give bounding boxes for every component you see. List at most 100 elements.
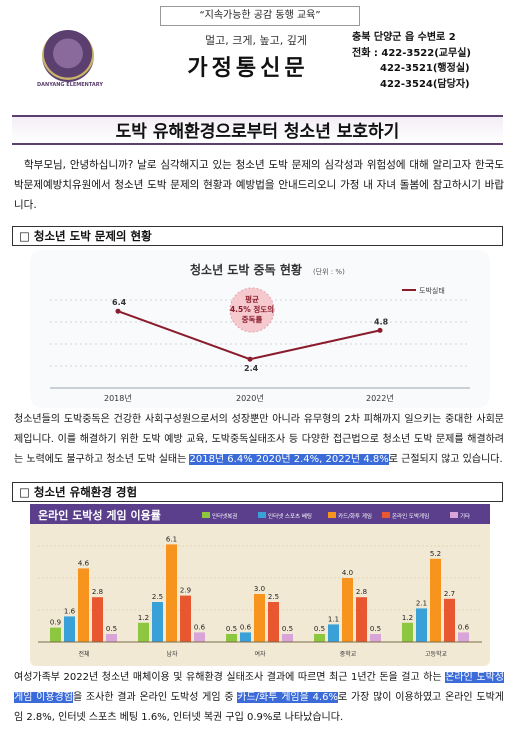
- bar: [78, 568, 89, 642]
- school-logo: [42, 30, 94, 82]
- paragraph-status: 청소년들의 도박중독은 건강한 사회구성원으로서의 성장뿐만 아니라 유무형의 …: [14, 410, 504, 470]
- para1-highlight: 2018년 6.4% 2020년 2.4%, 2022년 4.8%: [189, 454, 389, 465]
- bar-value-label: 2.8: [356, 588, 367, 596]
- legend-label: 온라인 도박게임: [392, 512, 429, 520]
- data-point: [115, 308, 121, 314]
- bar-value-label: 2.1: [416, 599, 427, 607]
- line-chart: 청소년 도박 중독 현황 (단위 : %) 도박실태 6.4 2018년 2.4 2020년…: [50, 262, 470, 403]
- phone-contact: 422-3524(담당자): [380, 78, 470, 90]
- address-line: 충북 단양군 읍 수변로 2: [352, 32, 456, 43]
- legend-label: 카드/화투 게임: [338, 512, 372, 520]
- bar: [92, 597, 103, 642]
- bar-value-label: 1.6: [64, 607, 76, 615]
- bar: [254, 594, 265, 642]
- bar-value-label: 0.6: [240, 623, 252, 631]
- badge-text: 4.5% 정도의: [230, 304, 274, 314]
- x-tick-label: 2022년: [366, 393, 394, 403]
- bar-value-label: 0.5: [314, 625, 325, 633]
- bar-value-label: 0.9: [50, 619, 61, 627]
- bar-value-label: 0.6: [194, 623, 206, 631]
- legend-label: 인터넷복권: [212, 512, 237, 520]
- school-contact: 충북 단양군 읍 수변로 2 전화 : 422-3522(교무실) 422-35…: [352, 30, 512, 92]
- average-badge: [229, 287, 275, 333]
- bar-value-label: 0.5: [370, 625, 381, 633]
- bar-value-label: 1.2: [402, 614, 413, 622]
- bar-value-label: 0.5: [226, 625, 237, 633]
- phone-admin: 422-3521(행정실): [380, 63, 470, 74]
- bar: [226, 634, 237, 642]
- bar: [138, 622, 149, 642]
- bar: [64, 616, 75, 642]
- bar-value-label: 4.0: [342, 569, 353, 577]
- data-label: 6.4: [112, 298, 127, 307]
- bar: [282, 634, 293, 642]
- bar-value-label: 0.5: [282, 625, 293, 633]
- headline: 도박 유해환경으로부터 청소년 보호하기: [12, 115, 503, 145]
- bar: [342, 578, 353, 642]
- bar: [328, 624, 339, 642]
- bar: [106, 634, 117, 642]
- bar-value-label: 2.9: [180, 587, 191, 595]
- bar: [152, 602, 163, 642]
- bar-value-label: 5.2: [430, 550, 441, 558]
- bar-value-label: 2.5: [152, 593, 163, 601]
- para2-text-2: 을 조사한 결과 온라인 도박성 게임 중: [72, 692, 238, 703]
- legend-swatch: [202, 512, 210, 518]
- bar: [50, 627, 61, 642]
- section-1-title: □ 청소년 도박 문제의 현황: [12, 226, 503, 246]
- data-point: [247, 356, 253, 362]
- chart-title: 온라인 도박성 게임 이용률: [38, 508, 161, 522]
- bar: [180, 595, 191, 642]
- para2-text-1: 여성가족부 2022년 청소년 매체이용 및 유해환경 실태조사 결과에 따르면…: [14, 672, 446, 683]
- paragraph-experience: 여성가족부 2022년 청소년 매체이용 및 유해환경 실태조사 결과에 따르면…: [14, 668, 504, 728]
- bar: [166, 544, 177, 642]
- bar-value-label: 3.0: [254, 585, 265, 593]
- legend-label: 도박실태: [419, 286, 445, 295]
- bar-value-label: 4.6: [78, 559, 90, 567]
- x-tick-label: 남자: [166, 650, 178, 658]
- bar-value-label: 6.1: [166, 535, 177, 543]
- bar: [402, 622, 413, 642]
- bar: [430, 558, 441, 642]
- legend-swatch: [382, 512, 390, 518]
- intro-paragraph: 학부모님, 안녕하십니까? 날로 심각해지고 있는 청소년 도박 문제의 심각성…: [14, 159, 504, 211]
- data-label: 4.8: [374, 317, 389, 326]
- x-tick-label: 여자: [254, 650, 266, 658]
- bar-value-label: 2.7: [444, 590, 455, 598]
- chart-gambling-addiction: 청소년 도박 중독 현황 (단위 : %) 도박실태 6.4 2018년 2.4 2020년…: [30, 250, 490, 408]
- bar-value-label: 1.1: [328, 615, 339, 623]
- bar: [416, 608, 427, 642]
- bar: [458, 632, 469, 642]
- x-tick-label: 고등학교: [425, 650, 448, 658]
- legend-swatch: [258, 512, 266, 518]
- data-point: [377, 327, 383, 333]
- bar: [194, 632, 205, 642]
- legend-label: 기타: [460, 512, 470, 520]
- para2-text-3: 로 가장 많이 이용하였고 온라인 도박게임 2.8%, 인터넷 스포츠 베팅 …: [14, 692, 504, 723]
- bar: [314, 634, 325, 642]
- bar: [444, 598, 455, 642]
- para1-text: 청소년들의 도박중독은 건강한 사회구성원으로서의 성장뿐만 아니라 유무형의 …: [14, 414, 504, 465]
- badge-text: 평균: [245, 294, 259, 304]
- bar: [356, 597, 367, 642]
- legend-swatch: [450, 512, 458, 518]
- school-tagline: 멀고, 크게, 높고, 깊게: [205, 34, 307, 47]
- x-tick-label: 전체: [78, 650, 89, 658]
- bar: [240, 632, 251, 642]
- chart-title: 청소년 도박 중독 현황: [190, 262, 302, 277]
- bar-value-label: 0.5: [106, 625, 117, 633]
- para2-highlight-2: 카드/화투 게임을 4.6%: [237, 692, 338, 703]
- phone-main: 전화 : 422-3522(교무실): [352, 47, 471, 59]
- bar-value-label: 0.6: [458, 623, 470, 631]
- badge-text: 중독률: [242, 314, 263, 324]
- para1-end: 로 근절되지 않고 있습니다.: [388, 454, 503, 465]
- bar-chart: 온라인 도박성 게임 이용률 인터넷복권 인터넷 스포츠 베팅 카드/화투 게임 온라인…: [30, 504, 490, 658]
- school-motto: “지속가능한 공감 동행 교육”: [160, 6, 360, 26]
- chart-unit: (단위 : %): [313, 267, 345, 276]
- data-label: 2.4: [244, 364, 259, 373]
- section-2-title: □ 청소년 유해환경 경험: [12, 482, 503, 502]
- chart-online-gambling: 온라인 도박성 게임 이용률 인터넷복권 인터넷 스포츠 베팅 카드/화투 게임 온라인…: [30, 504, 490, 666]
- bar-value-label: 2.5: [268, 593, 279, 601]
- x-tick-label: 2020년: [236, 393, 264, 403]
- document-title: 가정통신문: [187, 56, 309, 81]
